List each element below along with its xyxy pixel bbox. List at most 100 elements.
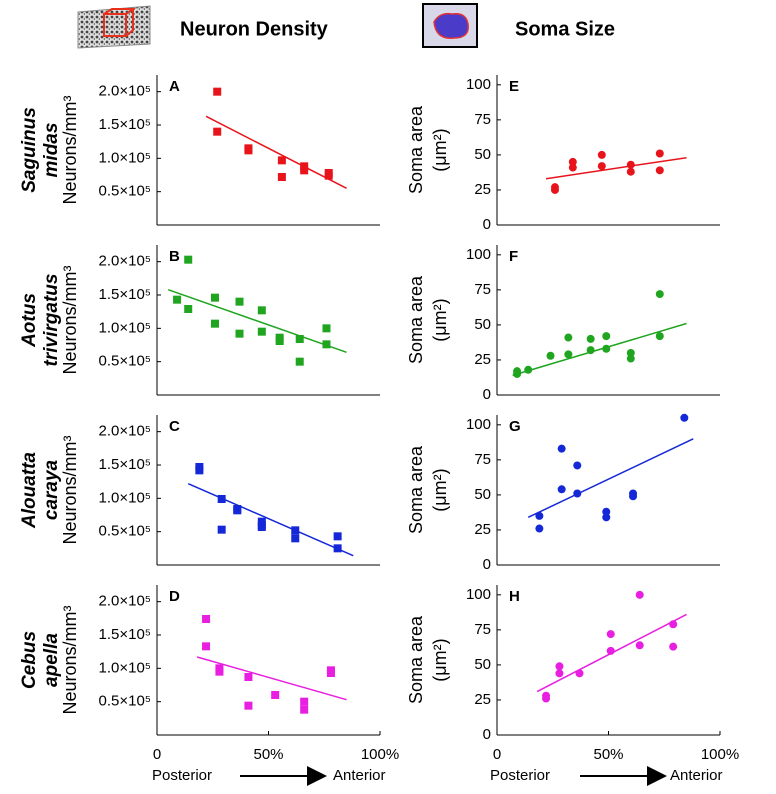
x-axis-note: Anterior — [333, 767, 386, 784]
point — [602, 507, 611, 516]
point — [291, 534, 300, 543]
row-label: trivirgatus — [41, 274, 62, 367]
column-title: Neuron Density — [180, 18, 329, 40]
point — [626, 167, 635, 176]
y-axis-label: Neurons/mm³ — [60, 435, 80, 544]
density-icon — [77, 5, 151, 49]
fit-line — [167, 288, 347, 354]
y-tick-label: 0 — [483, 216, 491, 233]
point — [546, 351, 555, 360]
point — [277, 173, 286, 181]
point — [184, 255, 193, 264]
panel-letter: C — [169, 418, 180, 435]
x-tick-label: 100% — [701, 746, 739, 763]
point — [235, 297, 244, 306]
x-tick-label: 100% — [361, 746, 399, 763]
y-tick-label: 0 — [483, 386, 491, 403]
y-axis-label: Soma area — [406, 445, 426, 534]
column-title: Soma Size — [515, 18, 615, 40]
point — [564, 333, 573, 342]
point — [626, 354, 635, 363]
y-tick-label: 1.0×10⁵ — [98, 319, 151, 336]
y-tick-label: 50 — [474, 656, 491, 673]
fit-line — [205, 115, 347, 190]
panel-letter: A — [169, 78, 180, 95]
x-tick-label: 0 — [153, 746, 161, 763]
y-tick-label: 2.0×10⁵ — [98, 253, 151, 270]
y-axis-label: Soma area — [406, 105, 426, 194]
y-tick-label: 0.5×10⁵ — [98, 353, 151, 370]
point — [602, 513, 611, 522]
point — [271, 691, 280, 699]
point — [597, 162, 606, 171]
point — [557, 485, 566, 494]
point — [202, 642, 211, 651]
point — [300, 697, 309, 706]
point — [333, 532, 342, 541]
point — [635, 641, 644, 650]
y-tick-label: 25 — [474, 181, 491, 198]
point — [217, 525, 226, 534]
point — [626, 160, 635, 169]
fit-line — [527, 438, 694, 519]
point — [195, 466, 204, 475]
point — [535, 524, 544, 533]
x-tick-label: 50% — [253, 746, 283, 763]
point — [568, 157, 577, 166]
fit-line — [536, 613, 687, 693]
panel-letter: F — [509, 248, 518, 265]
point — [322, 340, 331, 349]
x-tick-label: 0 — [493, 746, 501, 763]
x-axis-note: Anterior — [670, 767, 723, 784]
point — [257, 523, 266, 531]
point — [233, 506, 242, 515]
y-tick-label: 2.0×10⁵ — [98, 593, 151, 610]
point — [626, 348, 635, 357]
y-tick-label: 1.5×10⁵ — [98, 626, 151, 643]
point — [275, 337, 284, 345]
point — [184, 305, 193, 313]
y-axis-label: (μm²) — [430, 638, 450, 681]
point — [535, 511, 544, 520]
row-label: Aotus — [19, 293, 40, 348]
point — [295, 357, 304, 366]
point — [555, 669, 564, 678]
point — [568, 163, 577, 172]
point — [655, 332, 664, 341]
point — [202, 615, 211, 623]
panel-letter: B — [169, 248, 180, 265]
point — [542, 694, 551, 703]
y-tick-label: 50 — [474, 316, 491, 333]
point — [602, 332, 611, 341]
y-tick-label: 25 — [474, 521, 491, 538]
y-tick-label: 0.5×10⁵ — [98, 693, 151, 710]
y-tick-label: 75 — [474, 111, 491, 128]
y-axis-label: Neurons/mm³ — [60, 265, 80, 374]
y-tick-label: 0 — [483, 726, 491, 743]
y-tick-label: 75 — [474, 281, 491, 298]
x-axis-note: Posterior — [152, 767, 212, 784]
row-label: Saguinus — [19, 107, 40, 193]
y-tick-label: 100 — [466, 76, 491, 93]
point — [557, 444, 566, 453]
point — [550, 185, 559, 194]
point — [635, 590, 644, 599]
panel-letter: G — [509, 418, 521, 435]
y-tick-label: 1.0×10⁵ — [98, 659, 151, 676]
row-label: apella — [41, 633, 62, 687]
panel-letter: H — [509, 588, 520, 605]
y-tick-label: 1.5×10⁵ — [98, 116, 151, 133]
point — [173, 295, 182, 304]
point — [235, 329, 244, 338]
point — [606, 630, 615, 639]
y-axis-label: Soma area — [406, 275, 426, 364]
point — [277, 156, 286, 165]
y-axis-label: Neurons/mm³ — [60, 605, 80, 714]
point — [257, 306, 266, 315]
point — [244, 673, 253, 681]
y-tick-label: 0 — [483, 556, 491, 573]
point — [213, 87, 222, 96]
point — [597, 150, 606, 159]
y-tick-label: 1.5×10⁵ — [98, 456, 151, 473]
point — [669, 642, 678, 651]
